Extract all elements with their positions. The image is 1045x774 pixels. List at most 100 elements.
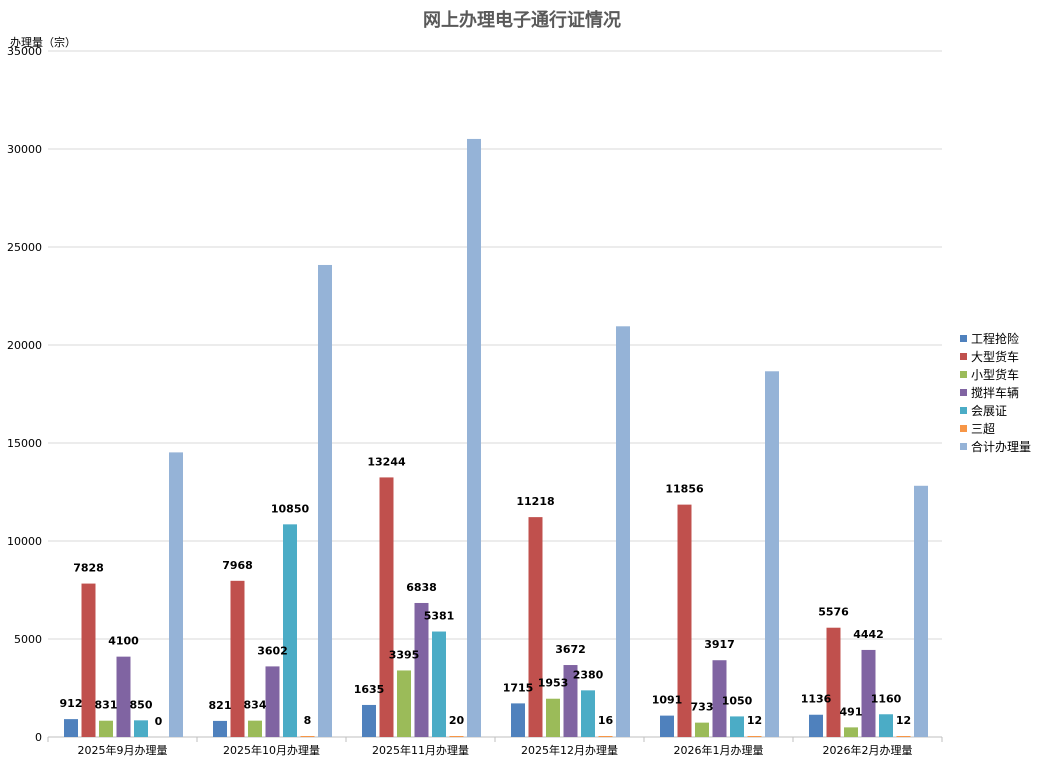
legend-label: 会展证	[971, 404, 1007, 418]
data-label: 1091	[652, 694, 683, 707]
data-label: 491	[840, 705, 863, 718]
legend-swatch	[960, 425, 967, 432]
bar	[528, 517, 543, 737]
data-label: 0	[155, 715, 163, 728]
legend-swatch	[960, 371, 967, 378]
bar	[546, 698, 560, 737]
legend-swatch	[960, 407, 967, 414]
legend-label: 三超	[971, 421, 995, 436]
y-axis-label: 办理量（宗）	[10, 35, 76, 49]
bar	[563, 665, 578, 737]
y-tick-label: 25000	[7, 241, 42, 254]
legend-label: 工程抢险	[971, 331, 1019, 346]
y-tick-label: 10000	[7, 535, 42, 548]
data-label: 834	[244, 699, 267, 712]
data-label: 8	[304, 714, 312, 727]
data-label: 3602	[257, 644, 288, 657]
bar	[64, 719, 78, 737]
chart-title: 网上办理电子通行证情况	[423, 9, 621, 31]
bar	[861, 649, 876, 737]
bar	[914, 485, 928, 737]
data-label: 12	[747, 714, 762, 727]
data-label: 16	[598, 714, 614, 727]
bars	[64, 138, 928, 738]
data-label: 1160	[871, 692, 902, 705]
bar	[467, 138, 481, 738]
bar	[169, 452, 183, 737]
bar	[581, 690, 595, 737]
bar	[809, 714, 823, 737]
data-label: 2380	[573, 668, 604, 681]
bar	[318, 264, 332, 737]
bar	[695, 722, 709, 737]
legend-label: 大型货车	[971, 349, 1019, 364]
data-label: 850	[130, 698, 153, 711]
bar	[844, 727, 858, 737]
data-label: 1715	[503, 681, 534, 694]
bar	[765, 371, 779, 737]
bar	[265, 666, 280, 737]
bar	[879, 714, 893, 737]
y-tick-label: 35000	[7, 45, 42, 58]
bar	[414, 602, 429, 737]
data-label: 6838	[406, 581, 437, 594]
legend-swatch	[960, 353, 967, 360]
bar	[300, 736, 315, 737]
bar	[677, 504, 692, 737]
data-label: 13244	[367, 455, 406, 468]
data-label: 5576	[818, 606, 849, 619]
bar	[896, 736, 911, 737]
data-label: 10850	[271, 502, 310, 515]
bar	[511, 703, 525, 737]
data-label: 20	[449, 714, 465, 727]
y-tick-label: 30000	[7, 143, 42, 156]
bar	[283, 524, 297, 737]
bar	[826, 627, 841, 737]
bar	[116, 656, 131, 737]
bar	[747, 736, 762, 737]
legend-swatch	[960, 335, 967, 342]
x-tick-label: 2025年10月办理量	[223, 743, 320, 757]
data-label: 912	[60, 697, 83, 710]
bar	[81, 583, 96, 737]
data-label: 7828	[73, 562, 104, 575]
data-label: 1050	[722, 694, 753, 707]
y-tick-label: 5000	[14, 633, 42, 646]
bar	[616, 326, 630, 737]
bar	[134, 720, 148, 737]
data-label: 1953	[538, 677, 569, 690]
data-label: 4100	[108, 635, 139, 648]
bar	[712, 660, 727, 737]
y-tick-label: 15000	[7, 437, 42, 450]
bar	[660, 715, 674, 737]
legend-swatch	[960, 389, 967, 396]
data-label: 1635	[354, 683, 385, 696]
data-label: 3395	[389, 648, 420, 661]
bar	[449, 736, 464, 737]
legend-label: 合计办理量	[971, 439, 1031, 454]
y-tick-label: 20000	[7, 339, 42, 352]
data-label: 4442	[853, 628, 884, 641]
legend-swatch	[960, 443, 967, 450]
y-tick-label: 0	[35, 731, 42, 744]
bar	[248, 720, 262, 737]
data-label: 5381	[424, 610, 455, 623]
legend-label: 搅拌车辆	[971, 385, 1019, 400]
bar	[213, 720, 227, 737]
data-label: 831	[95, 699, 118, 712]
bar	[99, 720, 113, 737]
legend-label: 小型货车	[971, 367, 1019, 382]
bar	[397, 670, 411, 737]
data-label: 12	[896, 714, 911, 727]
bar	[362, 704, 376, 737]
data-label: 3672	[555, 643, 586, 656]
bar	[432, 631, 446, 737]
x-tick-label: 2025年9月办理量	[78, 743, 168, 757]
data-label: 7968	[222, 559, 253, 572]
bar	[730, 716, 744, 737]
data-label: 11856	[665, 483, 704, 496]
